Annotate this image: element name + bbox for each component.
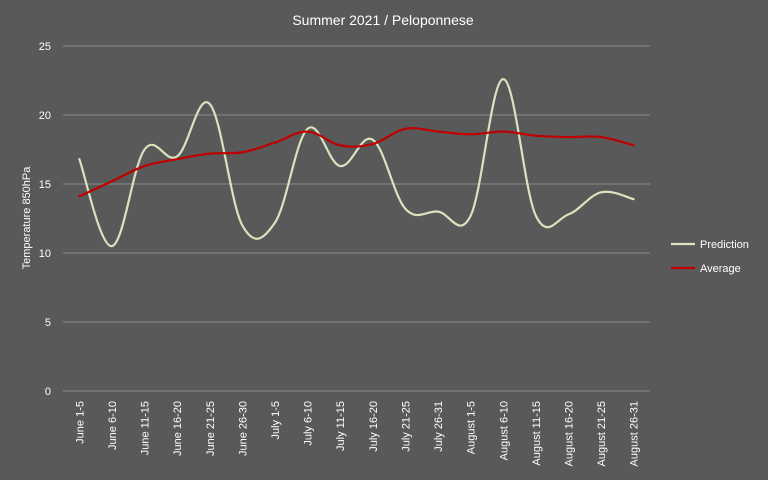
series-lines — [77, 77, 636, 249]
x-tick-label: August 26-31 — [629, 401, 641, 466]
data-point-prediction — [436, 209, 441, 214]
data-point-average — [240, 150, 245, 155]
x-tick-label: July 11-15 — [335, 401, 347, 451]
y-tick-labels: 0 5 10 15 20 25 — [39, 41, 51, 398]
series-line-average — [78, 127, 635, 198]
data-point-average — [501, 129, 506, 134]
y-tick-5: 5 — [45, 317, 51, 329]
data-point-prediction — [566, 212, 571, 217]
y-tick-0: 0 — [45, 386, 51, 398]
data-point-prediction — [240, 223, 245, 228]
x-tick-label: August 21-25 — [596, 401, 608, 466]
data-point-average — [566, 135, 571, 140]
data-point-prediction — [599, 190, 604, 195]
data-point-average — [175, 157, 180, 162]
legend-label-prediction: Prediction — [700, 239, 749, 251]
data-point-average — [77, 194, 82, 199]
data-point-average — [338, 143, 343, 148]
data-point-average — [142, 164, 147, 169]
data-point-average — [599, 135, 604, 140]
x-tick-label: July 1-5 — [270, 401, 282, 440]
data-point-prediction — [142, 147, 147, 152]
y-tick-10: 10 — [39, 248, 51, 260]
data-point-prediction — [109, 244, 114, 249]
x-tick-label: June 6-10 — [107, 401, 119, 450]
x-tick-label: June 16-20 — [172, 401, 184, 456]
y-tick-15: 15 — [39, 179, 51, 191]
data-point-prediction — [533, 213, 538, 218]
x-tick-label: July 21-25 — [400, 401, 412, 452]
data-point-average — [468, 132, 473, 137]
grid-lines — [63, 45, 650, 392]
y-axis-label: Temperature 850hPa — [21, 166, 33, 270]
data-point-prediction — [272, 220, 277, 225]
x-tick-label: August 6-10 — [498, 401, 510, 460]
x-tick-label: June 21-25 — [205, 401, 217, 456]
series-line-prediction — [78, 78, 635, 248]
x-tick-label: June 26-30 — [237, 401, 249, 456]
data-point-average — [403, 126, 408, 131]
x-tick-label: July 26-31 — [433, 401, 445, 452]
data-point-average — [272, 140, 277, 145]
data-point-average — [207, 151, 212, 156]
data-point-prediction — [338, 164, 343, 169]
data-point-average — [631, 143, 636, 148]
legend-label-average: Average — [700, 263, 741, 275]
data-point-average — [370, 141, 375, 146]
data-point-average — [305, 129, 310, 134]
x-tick-label: August 11-15 — [531, 401, 543, 466]
x-tick-label: July 16-20 — [368, 401, 380, 452]
y-tick-20: 20 — [39, 110, 51, 122]
data-point-prediction — [631, 197, 636, 202]
data-point-prediction — [403, 206, 408, 211]
x-tick-label: July 6-10 — [303, 401, 315, 446]
x-tick-labels: June 1-5 June 6-10 June 11-15 June 16-20 Jun… — [74, 401, 640, 466]
data-point-prediction — [501, 77, 506, 82]
x-tick-label: June 11-15 — [140, 401, 152, 455]
y-tick-25: 25 — [39, 41, 51, 53]
x-tick-label: August 1-5 — [466, 401, 478, 454]
chart-title: Summer 2021 / Peloponnese — [292, 12, 474, 28]
data-point-prediction — [468, 213, 473, 218]
x-tick-label: August 16-20 — [563, 401, 575, 466]
x-tick-label: June 1-5 — [74, 401, 86, 444]
data-point-prediction — [77, 157, 82, 162]
data-point-average — [109, 179, 114, 184]
legend: Prediction Average — [671, 239, 749, 275]
data-point-average — [436, 129, 441, 134]
data-point-average — [533, 133, 538, 138]
data-point-prediction — [207, 101, 212, 106]
